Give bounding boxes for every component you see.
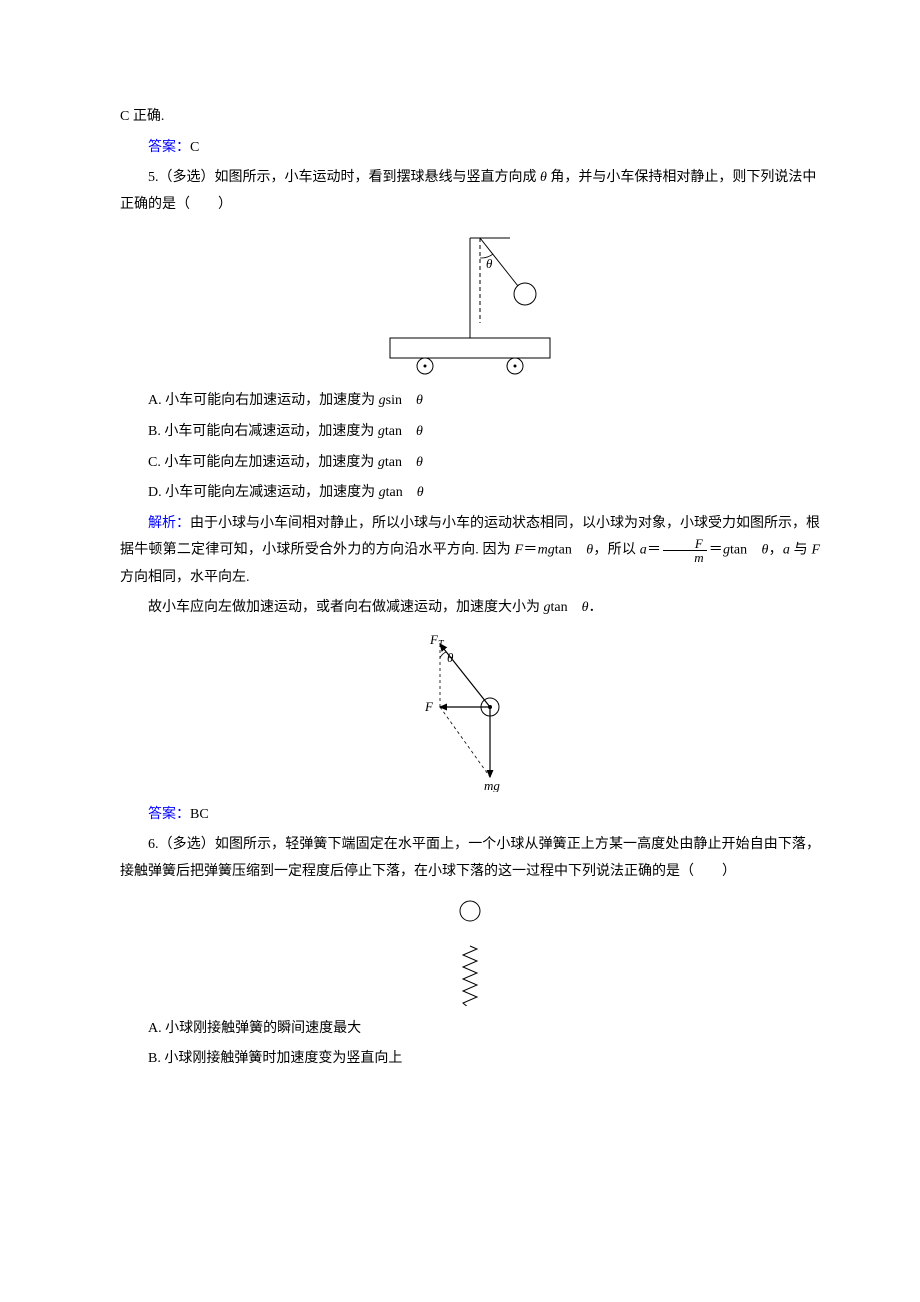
force-diagram-svg: FTθFmg — [400, 632, 540, 792]
answer-2-value: BC — [190, 807, 209, 822]
figure-force-diagram: FTθFmg — [120, 632, 820, 792]
q6-option-a: A. 小球刚接触弹簧的瞬间速度最大 — [120, 1016, 820, 1043]
svg-text:F: F — [424, 699, 434, 714]
svg-text:mg: mg — [484, 778, 500, 792]
q6-option-b: B. 小球刚接触弹簧时加速度变为竖直向上 — [120, 1046, 820, 1073]
q5-option-d: D. 小车可能向左减速运动，加速度为 gtan θ — [120, 480, 820, 507]
answer-1-value: C — [190, 140, 199, 155]
q5-intro-theta: θ — [540, 170, 547, 185]
q5-option-c: C. 小车可能向左加速运动，加速度为 gtan θ — [120, 450, 820, 477]
svg-text:θ: θ — [447, 650, 454, 665]
q5-explanation: 解析：由于小球与小车间相对静止，所以小球与小车的运动状态相同，以小球为对象，小球… — [120, 511, 820, 592]
cart-pendulum-svg: θ — [380, 228, 560, 378]
figure-spring-ball — [120, 896, 820, 1006]
figure-cart-pendulum: θ — [120, 228, 820, 378]
q5-explanation-2: 故小车应向左做加速运动，或者向右做减速运动，加速度大小为 gtan θ． — [120, 595, 820, 622]
q5-intro: 5.（多选）如图所示，小车运动时，看到摆球悬线与竖直方向成 θ 角，并与小车保持… — [120, 165, 820, 218]
fraction-F-over-m: Fm — [663, 537, 706, 564]
answer-1: 答案：C — [120, 135, 820, 162]
q5-expl-label: 解析： — [148, 516, 190, 531]
paragraph-c-correct: C 正确. — [120, 104, 820, 131]
q5-option-b: B. 小车可能向右减速运动，加速度为 gtan θ — [120, 419, 820, 446]
answer-2-label: 答案： — [148, 807, 190, 822]
answer-1-label: 答案： — [148, 140, 190, 155]
spring-ball-svg — [410, 896, 530, 1006]
q6-intro: 6.（多选）如图所示，轻弹簧下端固定在水平面上，一个小球从弹簧正上方某一高度处由… — [120, 832, 820, 885]
q5-intro-text-a: 5.（多选）如图所示，小车运动时，看到摆球悬线与竖直方向成 — [148, 170, 540, 185]
svg-text:θ: θ — [486, 256, 493, 271]
answer-2: 答案：BC — [120, 802, 820, 829]
q5-option-a: A. 小车可能向右加速运动，加速度为 gsin θ — [120, 388, 820, 415]
